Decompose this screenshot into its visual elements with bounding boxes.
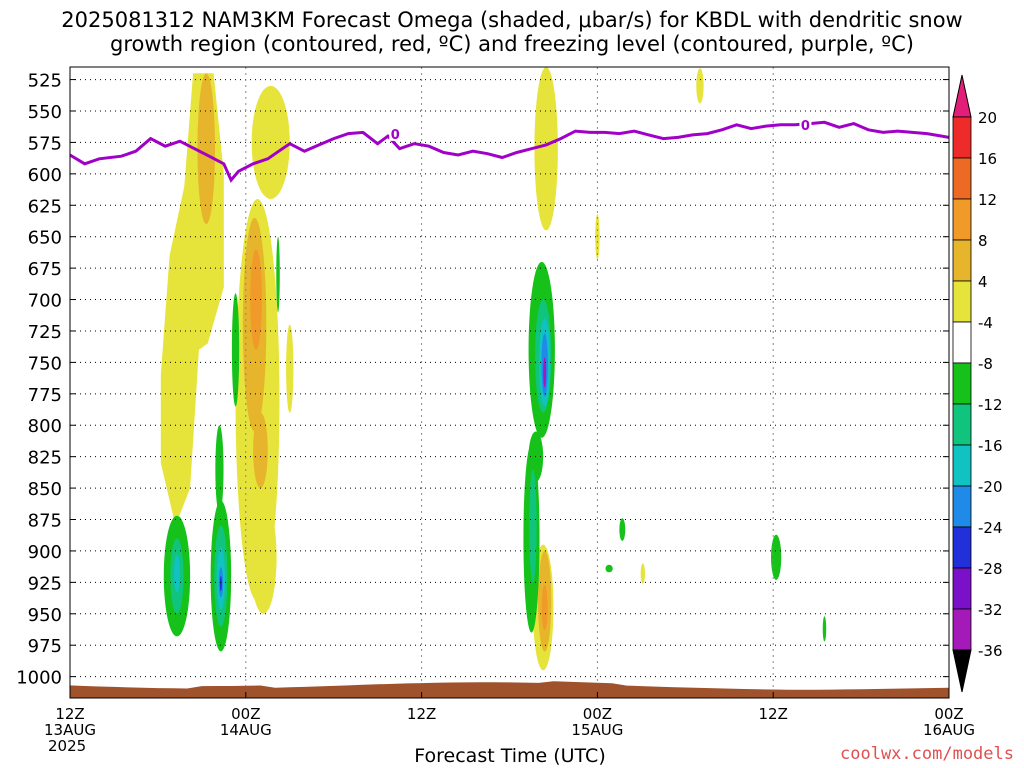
y-tick-label-975: 975	[28, 636, 62, 657]
omega-region--4-27	[822, 616, 827, 642]
terrain-surface	[70, 681, 949, 698]
colorbar-label-8: -16	[978, 437, 1003, 455]
omega-region--4-26	[771, 534, 782, 580]
y-tick-label-825: 825	[28, 448, 62, 469]
colorbar-label-9: -20	[978, 478, 1003, 496]
freezing-level-label-1: 0	[801, 119, 810, 134]
colorbar-label-7: -12	[978, 396, 1003, 414]
chart-title-line-1: 2025081312 NAM3KM Forecast Omega (shaded…	[61, 8, 963, 32]
omega-region-8-12	[253, 412, 268, 489]
omega-region--4-25	[605, 564, 613, 573]
x-tick-label-0-1: 13AUG	[44, 721, 96, 739]
omega-region-4-3	[250, 500, 277, 614]
y-tick-label-700: 700	[28, 291, 62, 312]
omega-region-8-10	[197, 73, 216, 225]
y-tick-label-525: 525	[28, 71, 62, 92]
colorbar-label-6: -8	[978, 355, 993, 373]
colorbar-segment-8	[952, 444, 972, 487]
colorbar-segment-7	[952, 403, 972, 446]
colorbar-segment-0	[952, 116, 972, 159]
omega-region-4-4	[286, 324, 294, 413]
x-axis-title: Forecast Time (UTC)	[414, 745, 606, 767]
x-tick-label-48-0: 12Z	[759, 705, 788, 723]
colorbar-label-3: 8	[978, 232, 988, 250]
freezing-level-contour: 00	[70, 117, 949, 183]
colorbar: 20 16 12 8 4 -4 -8 -12 -16 -20 -24 -28 -32 -36	[952, 74, 1003, 693]
colorbar-label-5: -4	[978, 314, 993, 332]
plot-frame	[69, 66, 950, 699]
colorbar-segment-9	[952, 485, 972, 528]
colorbar-segment-3	[952, 239, 972, 282]
colorbar-segment-4	[952, 280, 972, 323]
colorbar-segment-6	[952, 362, 972, 405]
x-tick-label-0-2: 2025	[48, 737, 86, 755]
y-tick-label-950: 950	[28, 605, 62, 626]
x-tick-label-36-1: 15AUG	[571, 721, 623, 739]
x-tick-label-12-1: 14AUG	[220, 721, 272, 739]
omega-region--20-37	[219, 576, 222, 592]
omega-region-12-15	[541, 584, 548, 631]
omega-region--8-31	[529, 469, 537, 583]
omega-region--4-24	[619, 518, 626, 541]
y-tick-label-1000: 1000	[16, 668, 62, 689]
credit-text: coolwx.com/models	[840, 744, 1014, 764]
y-tick-label-575: 575	[28, 133, 62, 154]
omega-region--4-20	[276, 236, 280, 313]
x-tick-label-12-0: 00Z	[231, 705, 260, 723]
y-tick-label-800: 800	[28, 416, 62, 437]
y-tick-label-750: 750	[28, 353, 62, 374]
omega-region--12-32	[174, 554, 180, 593]
colorbar-bottom-triangle	[952, 649, 972, 693]
colorbar-label-12: -32	[978, 601, 1003, 619]
colorbar-label-1: 16	[978, 150, 997, 168]
terrain-fill	[70, 681, 949, 698]
y-tick-label-925: 925	[28, 573, 62, 594]
y-tick-label-600: 600	[28, 165, 62, 186]
y-tick-label-900: 900	[28, 542, 62, 563]
y-tick-label-775: 775	[28, 385, 62, 406]
omega-region--4-18	[215, 425, 224, 514]
omega-region-4-8	[696, 68, 704, 104]
colorbar-segment-11	[952, 567, 972, 610]
x-tick-label-24-0: 12Z	[407, 705, 436, 723]
colorbar-label-0: 20	[978, 109, 997, 127]
x-tick-label-36-0: 00Z	[583, 705, 612, 723]
y-tick-label-850: 850	[28, 479, 62, 500]
y-tick-label-625: 625	[28, 196, 62, 217]
colorbar-segment-2	[952, 198, 972, 241]
omega-region--28-38	[543, 357, 547, 388]
colorbar-segment-10	[952, 526, 972, 569]
colorbar-label-10: -24	[978, 519, 1003, 537]
colorbar-top-triangle	[952, 74, 972, 118]
y-tick-label-725: 725	[28, 322, 62, 343]
omega-region-12-14	[250, 249, 262, 350]
omega-region-4-5	[534, 67, 558, 231]
colorbar-label-11: -28	[978, 560, 1003, 578]
y-tick-label-675: 675	[28, 259, 62, 280]
omega-region-4-9	[640, 563, 646, 584]
x-tick-label-0-0: 12Z	[55, 705, 84, 723]
chart-title-line-2: growth region (contoured, red, ºC) and f…	[110, 32, 914, 56]
y-tick-label-650: 650	[28, 228, 62, 249]
omega-region--4-19	[231, 293, 240, 407]
colorbar-segment-5	[952, 321, 972, 364]
pressure-axis: 525 550 575 600 625 650 675 700 725 750 775 800 825 8…	[16, 71, 949, 689]
x-tick-label-60-0: 00Z	[934, 705, 963, 723]
colorbar-label-2: 12	[978, 191, 997, 209]
x-tick-label-60-1: 16AUG	[923, 721, 975, 739]
freezing-label-bg-0	[389, 125, 402, 141]
colorbar-label-13: -36	[978, 642, 1003, 660]
freezing-level-label-0: 0	[391, 128, 400, 143]
colorbar-label-4: 4	[978, 273, 988, 291]
colorbar-segment-1	[952, 157, 972, 200]
freezing-label-bg-1	[799, 117, 812, 133]
y-tick-label-550: 550	[28, 102, 62, 123]
y-tick-label-875: 875	[28, 511, 62, 532]
omega-shaded-field	[160, 67, 827, 671]
colorbar-segment-12	[952, 608, 972, 651]
